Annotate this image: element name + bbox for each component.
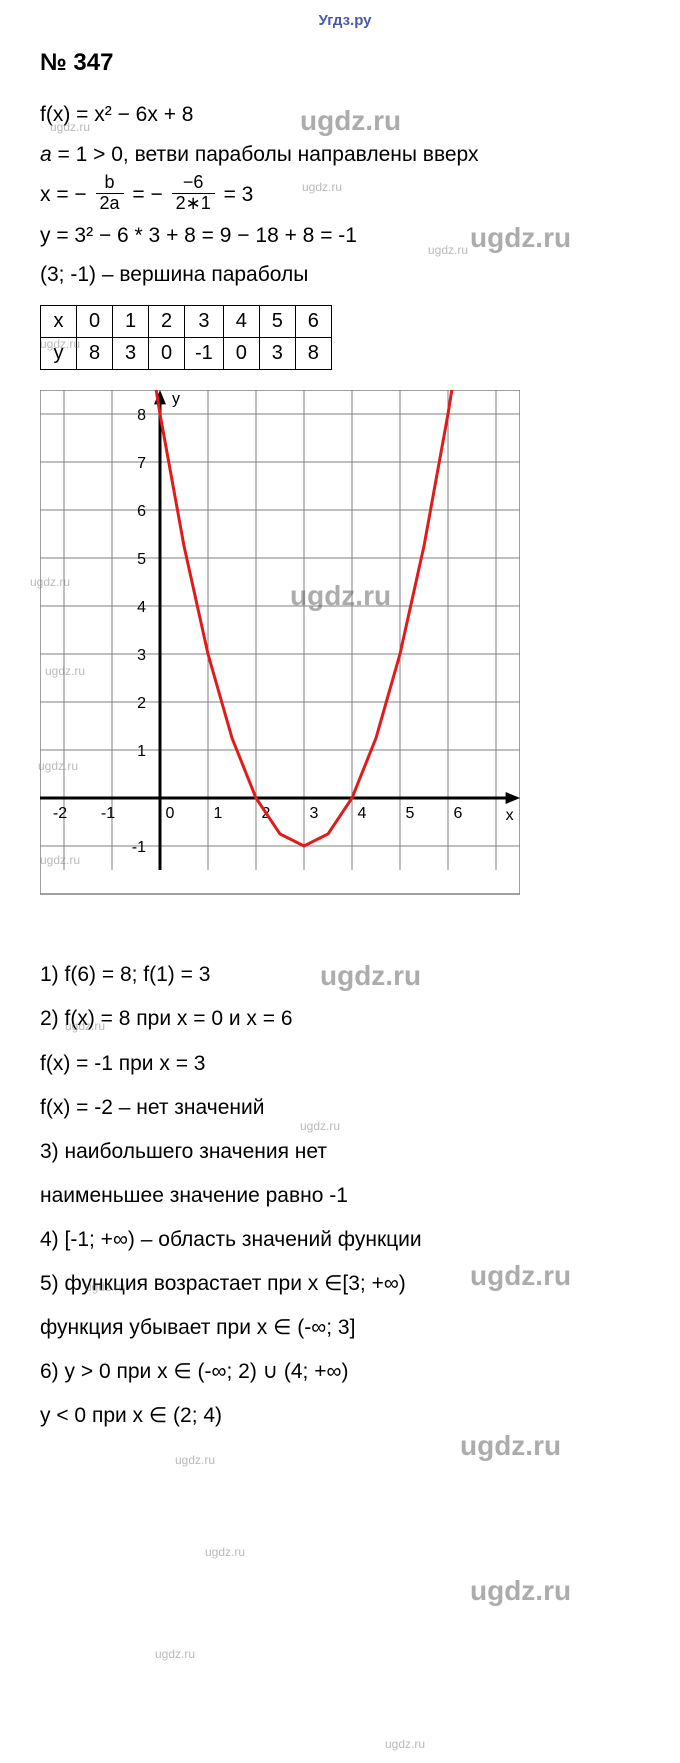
- fraction-b-over-2a: b 2a: [96, 173, 124, 214]
- vertex-x-line: x = − b 2a = − −6 2∗1 = 3: [40, 175, 650, 216]
- frac2-num: −6: [172, 173, 215, 194]
- answer-6b: y < 0 при x ∈ (2; 4): [40, 1394, 650, 1438]
- frac2-den: 2∗1: [172, 194, 215, 214]
- table-cell: 2: [149, 306, 185, 338]
- table-cell: 8: [295, 338, 331, 370]
- answer-2c: f(x) = -2 – нет значений: [40, 1086, 650, 1130]
- answer-5: 5) функция возрастает при x ∈[3; +∞): [40, 1262, 650, 1306]
- table-cell: 6: [295, 306, 331, 338]
- a-rest: = 1 > 0, ветви параболы направлены вверх: [52, 143, 479, 166]
- answer-5b: функция убывает при x ∈ (-∞; 3]: [40, 1306, 650, 1350]
- table-cell: 3: [259, 338, 295, 370]
- fraction-numeric: −6 2∗1: [172, 173, 215, 214]
- table-cell: 3: [185, 306, 224, 338]
- table-cell: 0: [223, 338, 259, 370]
- svg-text:3: 3: [137, 647, 146, 664]
- svg-text:8: 8: [137, 407, 146, 424]
- watermark: ugdz.ru: [205, 1545, 245, 1559]
- vertex-label: (3; -1) – вершина параболы: [40, 255, 650, 295]
- table-row-y: y 8 3 0 -1 0 3 8: [41, 338, 332, 370]
- problem-number: № 347: [40, 49, 650, 77]
- svg-text:1: 1: [137, 743, 146, 760]
- answers-block: 1) f(6) = 8; f(1) = 3 2) f(x) = 8 при x …: [40, 953, 650, 1438]
- watermark: ugdz.ru: [385, 1737, 425, 1751]
- table-cell: 1: [113, 306, 149, 338]
- svg-text:x: x: [506, 807, 514, 824]
- answer-2: 2) f(x) = 8 при x = 0 и x = 6: [40, 997, 650, 1041]
- watermark: ugdz.ru: [155, 1647, 195, 1661]
- frac1-den: 2a: [96, 194, 124, 214]
- answer-3: 3) наибольшего значения нет: [40, 1130, 650, 1174]
- parabola-chart: -2-10123456-112345678xy: [40, 390, 520, 918]
- vertex-y-line: y = 3² − 6 * 3 + 8 = 9 − 18 + 8 = -1: [40, 216, 650, 256]
- table-x-label: x: [41, 306, 77, 338]
- svg-text:6: 6: [137, 503, 146, 520]
- answer-4: 4) [-1; +∞) – область значений функции: [40, 1218, 650, 1262]
- table-cell: -1: [185, 338, 224, 370]
- svg-text:6: 6: [454, 805, 463, 822]
- svg-text:5: 5: [137, 551, 146, 568]
- svg-text:4: 4: [358, 805, 367, 822]
- page: Угдз.ру № 347 f(x) = x² − 6x + 8 a = 1 >…: [0, 0, 680, 1468]
- a-italic: a: [40, 143, 52, 166]
- svg-text:-1: -1: [101, 805, 115, 822]
- svg-text:2: 2: [137, 695, 146, 712]
- table-cell: 5: [259, 306, 295, 338]
- svg-text:3: 3: [310, 805, 319, 822]
- answer-1: 1) f(6) = 8; f(1) = 3: [40, 953, 650, 997]
- table-cell: 3: [113, 338, 149, 370]
- watermark-large: ugdz.ru: [470, 1575, 571, 1607]
- coefficient-a-line: a = 1 > 0, ветви параболы направлены вве…: [40, 135, 650, 175]
- site-title: Угдз.ру: [40, 12, 650, 29]
- svg-text:4: 4: [137, 599, 146, 616]
- answer-3b: наименьшее значение равно -1: [40, 1174, 650, 1218]
- x-eq: x = −: [40, 183, 87, 206]
- svg-text:-2: -2: [53, 805, 67, 822]
- svg-text:-1: -1: [132, 839, 146, 856]
- answer-2b: f(x) = -1 при x = 3: [40, 1042, 650, 1086]
- mid-eq: = −: [132, 183, 168, 206]
- table-cell: 4: [223, 306, 259, 338]
- chart-container: -2-10123456-112345678xy: [40, 390, 650, 923]
- value-table: x 0 1 2 3 4 5 6 y 8 3 0 -1 0 3 8: [40, 305, 332, 370]
- svg-text:1: 1: [214, 805, 223, 822]
- frac1-num: b: [96, 173, 124, 194]
- table-cell: 0: [77, 306, 113, 338]
- table-cell: 8: [77, 338, 113, 370]
- func-text: f(x) = x² − 6x + 8: [40, 103, 193, 126]
- function-definition: f(x) = x² − 6x + 8: [40, 95, 650, 135]
- svg-text:7: 7: [137, 455, 146, 472]
- svg-text:5: 5: [406, 805, 415, 822]
- after-frac: = 3: [224, 183, 254, 206]
- answer-6: 6) y > 0 при x ∈ (-∞; 2) ∪ (4; +∞): [40, 1350, 650, 1394]
- svg-text:0: 0: [166, 805, 175, 822]
- svg-text:y: y: [172, 391, 180, 408]
- table-y-label: y: [41, 338, 77, 370]
- table-row-x: x 0 1 2 3 4 5 6: [41, 306, 332, 338]
- table-cell: 0: [149, 338, 185, 370]
